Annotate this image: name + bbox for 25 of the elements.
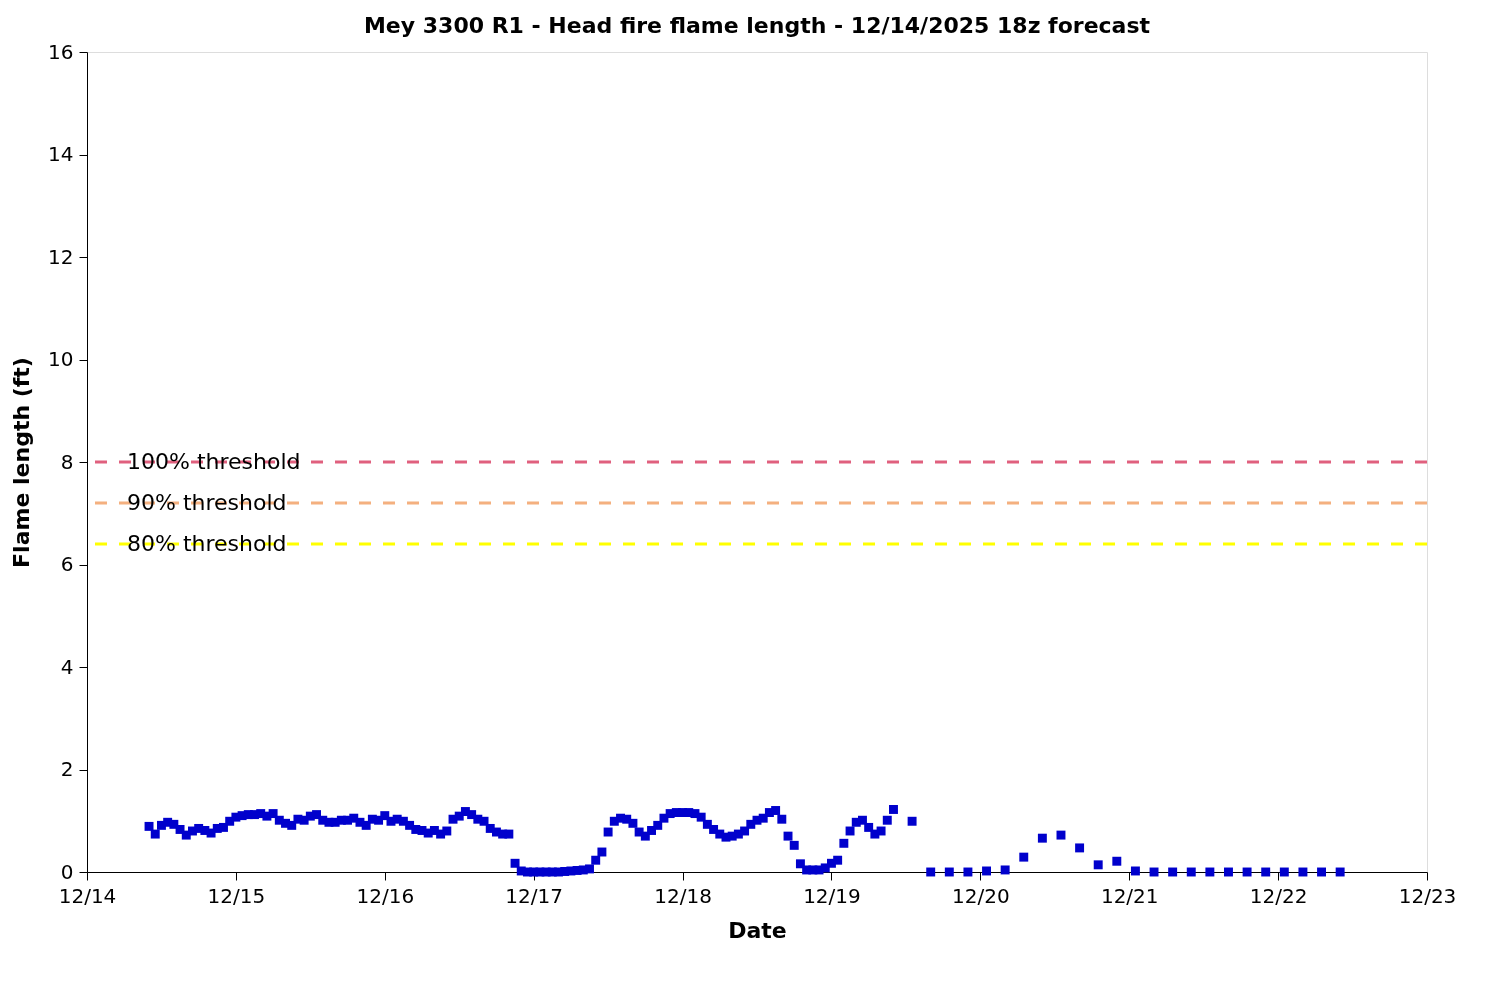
y-tick-label: 2 — [60, 757, 74, 781]
ref-line-label: 100% threshold — [127, 449, 301, 474]
y-tick-label: 14 — [48, 142, 74, 166]
y-axis-title: Flame length (ft) — [9, 357, 35, 568]
x-tick-label: 12/18 — [654, 883, 712, 908]
x-tick-label: 12/21 — [1100, 883, 1159, 908]
x-tick-label: 12/23 — [1398, 883, 1457, 908]
ref-line-label: 90% threshold — [127, 490, 287, 515]
x-axis-title: Date — [728, 917, 787, 943]
y-tick-label: 8 — [60, 449, 74, 474]
y-tick-label: 16 — [48, 39, 74, 64]
y-tick-label: 12 — [48, 244, 74, 269]
x-tick-label: 12/17 — [505, 883, 563, 908]
y-tick-label: 0 — [60, 859, 74, 884]
x-tick-label: 12/22 — [1249, 883, 1308, 908]
x-tick-label: 12/15 — [207, 883, 266, 908]
y-tick-label: 6 — [60, 552, 74, 576]
ref-line-label: 80% threshold — [127, 531, 287, 556]
y-tick-label: 4 — [60, 654, 74, 679]
x-tick-label: 12/16 — [356, 883, 415, 908]
chart-title: Mey 3300 R1 - Head fire flame length - 12/14/2025 18z forecast — [363, 13, 1151, 38]
x-tick-label: 12/14 — [58, 883, 117, 908]
x-tick-label: 12/20 — [952, 883, 1010, 908]
x-tick-label: 12/19 — [803, 883, 861, 908]
y-tick-label: 10 — [48, 347, 74, 371]
